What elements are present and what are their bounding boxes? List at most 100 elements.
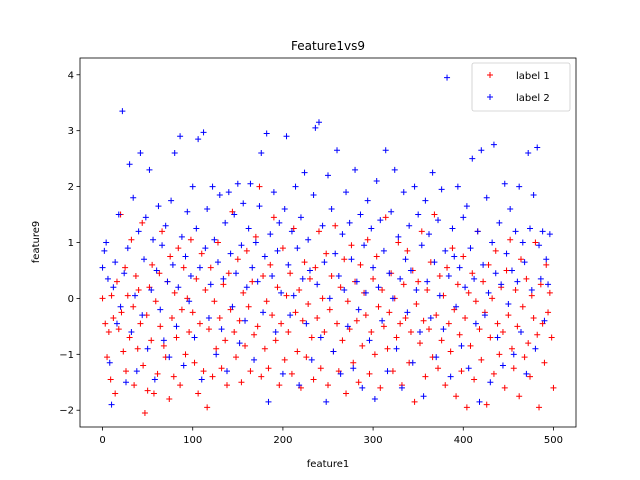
data-point-series-2 (348, 256, 355, 263)
data-point-series-1 (389, 368, 396, 375)
data-point-series-2 (256, 203, 263, 210)
y-tick-label: −2 (59, 406, 74, 417)
data-point-series-2 (141, 256, 148, 263)
data-point-series-1 (371, 351, 378, 358)
data-point-series-1 (150, 390, 157, 397)
data-point-series-1 (400, 281, 407, 288)
data-point-series-1 (487, 334, 494, 341)
data-point-series-1 (207, 264, 214, 271)
data-point-series-2 (386, 270, 393, 277)
data-point-series-1 (472, 298, 479, 305)
data-point-series-2 (397, 275, 404, 282)
data-point-series-2 (314, 281, 321, 288)
data-point-series-2 (112, 259, 119, 266)
data-point-series-2 (251, 356, 258, 363)
data-point-series-1 (205, 326, 212, 333)
data-point-series-2 (276, 219, 283, 226)
data-point-series-2 (133, 368, 140, 375)
data-point-series-2 (225, 189, 232, 196)
data-point-series-1 (167, 253, 174, 260)
data-point-series-2 (305, 236, 312, 243)
data-point-series-1 (397, 320, 404, 327)
data-point-series-1 (364, 236, 371, 243)
data-point-series-1 (458, 368, 465, 375)
data-point-series-1 (144, 387, 151, 394)
data-point-series-2 (353, 278, 360, 285)
data-point-series-1 (187, 236, 194, 243)
data-point-series-1 (274, 284, 281, 291)
data-point-series-1 (189, 309, 196, 316)
data-point-series-1 (490, 370, 497, 377)
data-point-series-2 (308, 356, 315, 363)
data-point-series-1 (478, 356, 485, 363)
data-point-series-2 (375, 284, 382, 291)
data-point-series-1 (112, 390, 119, 397)
data-point-series-2 (202, 245, 209, 252)
data-point-series-1 (317, 365, 324, 372)
data-point-series-1 (120, 348, 127, 355)
data-point-series-2 (99, 264, 106, 271)
data-point-series-1 (492, 247, 499, 254)
data-point-series-1 (366, 370, 373, 377)
data-point-series-2 (326, 295, 333, 302)
data-point-series-1 (305, 301, 312, 307)
data-point-series-1 (402, 314, 409, 321)
data-point-series-1 (252, 233, 259, 240)
data-point-series-1 (424, 287, 431, 294)
data-point-series-1 (321, 328, 328, 335)
data-point-series-2 (393, 345, 400, 352)
data-point-series-2 (146, 166, 153, 173)
data-point-series-1 (530, 314, 537, 321)
data-point-series-1 (272, 337, 279, 344)
data-point-series-1 (175, 245, 182, 252)
data-point-series-1 (548, 334, 555, 341)
data-point-series-1 (126, 334, 133, 341)
data-point-series-2 (288, 228, 295, 235)
data-point-series-2 (384, 368, 391, 375)
data-point-series-2 (534, 144, 541, 151)
data-point-series-1 (314, 314, 321, 321)
data-point-series-2 (171, 150, 178, 157)
data-point-series-1 (543, 261, 550, 268)
legend-label-2: label 2 (516, 93, 550, 104)
data-point-series-2 (483, 194, 490, 201)
data-point-series-1 (550, 384, 557, 391)
data-point-series-1 (240, 289, 247, 296)
data-point-series-2 (260, 309, 267, 316)
data-point-series-1 (382, 214, 389, 221)
data-point-series-1 (471, 376, 478, 383)
data-point-series-2 (227, 250, 234, 257)
data-point-series-2 (371, 396, 378, 403)
data-point-series-2 (492, 270, 499, 277)
data-point-series-1 (105, 328, 112, 335)
data-point-series-2 (249, 264, 256, 271)
x-tick-label: 400 (454, 435, 473, 446)
data-point-series-2 (537, 275, 544, 282)
x-tick-label: 0 (99, 435, 105, 446)
data-point-series-1 (193, 275, 200, 282)
data-point-series-1 (242, 342, 249, 349)
data-point-series-1 (348, 242, 355, 249)
data-point-series-2 (382, 147, 389, 154)
data-point-series-2 (463, 203, 470, 210)
data-point-series-2 (508, 267, 515, 274)
data-point-series-2 (523, 370, 530, 377)
data-point-series-1 (139, 219, 146, 226)
data-point-series-2 (545, 281, 552, 288)
data-point-series-2 (501, 180, 508, 187)
data-point-series-2 (433, 354, 440, 361)
data-point-series-1 (178, 306, 185, 313)
data-point-series-2 (317, 334, 324, 341)
data-point-series-2 (297, 214, 304, 221)
data-point-series-1 (310, 376, 317, 383)
x-tick-label: 200 (273, 435, 292, 446)
data-point-series-2 (196, 264, 203, 271)
data-point-series-1 (156, 270, 163, 277)
data-point-series-1 (238, 379, 245, 386)
data-point-series-2 (447, 373, 454, 380)
data-point-series-1 (285, 328, 292, 335)
data-point-series-2 (209, 183, 216, 190)
x-tick-label: 500 (544, 435, 563, 446)
data-point-series-1 (541, 359, 548, 366)
data-point-series-1 (416, 340, 423, 347)
